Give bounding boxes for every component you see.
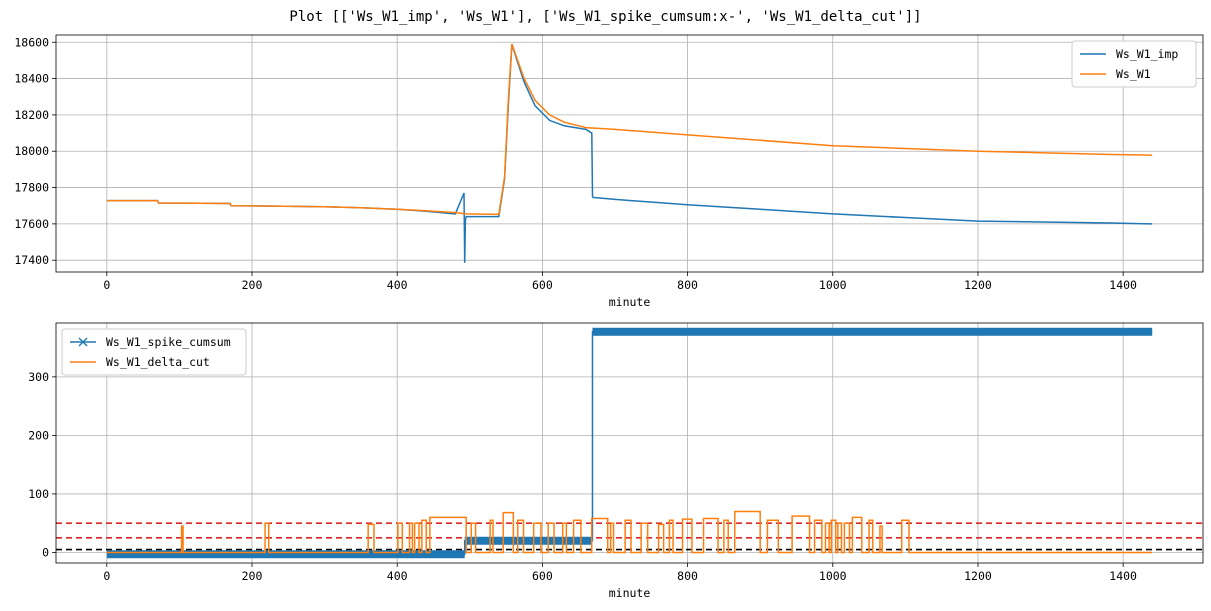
y-tick-label: 17800 [14, 181, 49, 195]
axes-frame [55, 34, 1204, 273]
axes-frame [55, 322, 1204, 564]
x-tick-label: 200 [242, 569, 263, 583]
x-tick-label: 1200 [964, 278, 992, 292]
legend-frame [61, 328, 247, 376]
panel-1: 0 200 400 600 800 1000 1200 1400 17400 17600 17800… [14, 34, 1204, 309]
grid [56, 35, 1203, 272]
legend: Ws_W1_imp Ws_W1 [1071, 40, 1197, 88]
legend-label: Ws_W1_spike_cumsum [106, 335, 231, 349]
y-tick-label: 17400 [14, 253, 49, 267]
y-tick-label: 18200 [14, 108, 49, 122]
marker-band [592, 327, 1153, 336]
y-tick-label: 18400 [14, 72, 49, 86]
y-tick-label: 200 [28, 428, 49, 442]
legend-marker [78, 337, 88, 347]
x-axis-label: minute [609, 586, 651, 600]
figure-title: Plot [['Ws_W1_imp', 'Ws_W1'], ['Ws_W1_sp… [289, 9, 922, 25]
x-tick-label: 600 [532, 569, 553, 583]
plot-area [56, 327, 1203, 559]
x-tick-label: 0 [103, 569, 110, 583]
y-tick-label: 17600 [14, 217, 49, 231]
x-tick-label: 600 [532, 278, 553, 292]
legend-label: Ws_W1_delta_cut [106, 355, 210, 369]
x-tick-label: 1000 [819, 569, 847, 583]
x-axis-label: minute [609, 295, 651, 309]
y-tick-label: 100 [28, 487, 49, 501]
series-line-Ws_W1 [106, 43, 1153, 216]
x-tick-label: 200 [242, 278, 263, 292]
y-tick-label: 18000 [14, 144, 49, 158]
y-tick-label: 18600 [14, 35, 49, 49]
x-tick-label: 400 [387, 569, 408, 583]
legend-label: Ws_W1 [1116, 67, 1151, 81]
series-line-Ws_W1_delta_cut [106, 510, 1153, 554]
panel-2: 0 200 400 600 800 1000 1200 1400 0 100 200 300 minut… [28, 322, 1204, 600]
x-tick-label: 400 [387, 278, 408, 292]
legend: Ws_W1_spike_cumsum Ws_W1_delta_cut [61, 328, 247, 376]
y-tick-label: 0 [42, 545, 49, 559]
x-tick-label: 1200 [964, 569, 992, 583]
x-tick-label: 1000 [819, 278, 847, 292]
x-tick-label: 1400 [1109, 569, 1137, 583]
marker-band [106, 550, 465, 559]
marker-band [464, 536, 593, 545]
x-tick-label: 800 [677, 569, 698, 583]
x-tick-label: 1400 [1109, 278, 1137, 292]
x-tick-label: 800 [677, 278, 698, 292]
x-tick-label: 0 [103, 278, 110, 292]
legend-label: Ws_W1_imp [1116, 47, 1178, 61]
y-tick-label: 300 [28, 370, 49, 384]
legend-frame [1071, 40, 1197, 88]
plot-area [106, 43, 1153, 263]
series-line-Ws_W1_imp [106, 43, 1153, 263]
